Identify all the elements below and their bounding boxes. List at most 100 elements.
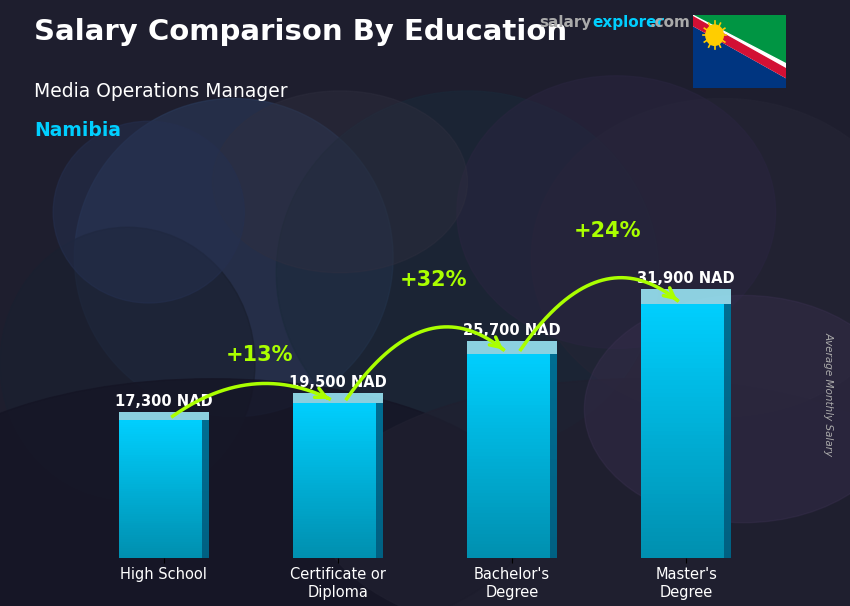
Bar	[119, 511, 209, 514]
Bar	[467, 520, 558, 524]
Bar	[641, 461, 731, 465]
Bar	[467, 466, 558, 469]
Bar	[292, 506, 383, 508]
Bar	[119, 548, 209, 551]
Bar	[292, 473, 383, 475]
Bar	[641, 549, 731, 553]
Bar	[119, 427, 209, 430]
Bar	[292, 424, 383, 426]
Polygon shape	[693, 15, 786, 88]
Bar	[292, 511, 383, 514]
Bar	[467, 395, 558, 398]
Bar	[119, 468, 209, 471]
Bar	[119, 471, 209, 473]
Bar	[292, 475, 383, 478]
Bar	[467, 551, 558, 554]
Bar	[119, 430, 209, 431]
Bar	[119, 475, 209, 478]
Bar	[119, 461, 209, 464]
Bar	[467, 473, 558, 476]
Bar	[641, 444, 731, 448]
Bar	[641, 427, 731, 431]
Bar	[119, 546, 209, 548]
Bar	[292, 483, 383, 485]
Bar	[119, 431, 209, 434]
Bar	[292, 439, 383, 441]
Bar	[292, 542, 383, 545]
Bar	[550, 353, 558, 558]
Bar	[467, 517, 558, 520]
Bar	[467, 513, 558, 517]
Bar	[292, 441, 383, 444]
Bar	[119, 502, 209, 505]
Bar	[119, 454, 209, 457]
Circle shape	[706, 25, 723, 45]
Bar	[641, 410, 731, 414]
Bar	[292, 447, 383, 449]
Bar	[467, 493, 558, 496]
Bar	[292, 493, 383, 496]
Bar	[292, 408, 383, 410]
Bar	[641, 473, 731, 478]
Bar	[292, 454, 383, 457]
Bar	[724, 304, 731, 558]
Bar	[467, 405, 558, 408]
Bar	[119, 551, 209, 553]
Bar	[292, 410, 383, 413]
Bar	[641, 515, 731, 519]
Bar	[119, 501, 209, 502]
Bar	[119, 459, 209, 461]
Ellipse shape	[0, 227, 255, 500]
Bar	[119, 434, 209, 436]
Bar	[292, 421, 383, 424]
Bar	[641, 478, 731, 482]
Bar	[292, 449, 383, 452]
Bar	[641, 528, 731, 532]
Bar	[202, 420, 209, 558]
Bar	[641, 355, 731, 359]
Bar	[641, 393, 731, 397]
Bar	[119, 525, 209, 528]
Bar	[292, 534, 383, 537]
Bar	[292, 490, 383, 493]
Bar	[119, 425, 209, 427]
Text: 31,900 NAD: 31,900 NAD	[638, 271, 735, 286]
Bar	[641, 385, 731, 389]
Bar	[292, 480, 383, 483]
Bar	[641, 342, 731, 347]
Bar	[641, 418, 731, 422]
Bar	[641, 465, 731, 469]
Bar	[292, 405, 383, 408]
Bar	[467, 534, 558, 537]
Bar	[641, 494, 731, 499]
Text: +24%: +24%	[574, 221, 642, 241]
Bar	[467, 415, 558, 418]
Bar	[467, 452, 558, 456]
Bar	[292, 529, 383, 531]
Bar	[292, 555, 383, 558]
Bar	[641, 317, 731, 321]
Bar	[641, 289, 731, 304]
Bar	[467, 496, 558, 500]
Bar	[119, 496, 209, 498]
Bar	[467, 500, 558, 503]
Bar	[641, 397, 731, 401]
Bar	[467, 428, 558, 431]
Bar	[119, 445, 209, 448]
Bar	[641, 499, 731, 502]
Bar	[119, 539, 209, 542]
Bar	[119, 523, 209, 525]
Bar	[467, 442, 558, 445]
Bar	[292, 521, 383, 524]
Bar	[641, 364, 731, 368]
Bar	[641, 368, 731, 372]
Bar	[119, 521, 209, 523]
Bar	[467, 524, 558, 527]
Bar	[119, 514, 209, 516]
Bar	[641, 313, 731, 317]
Bar	[467, 462, 558, 466]
Bar	[119, 516, 209, 519]
Bar	[467, 469, 558, 473]
Bar	[467, 479, 558, 483]
Bar	[292, 527, 383, 529]
